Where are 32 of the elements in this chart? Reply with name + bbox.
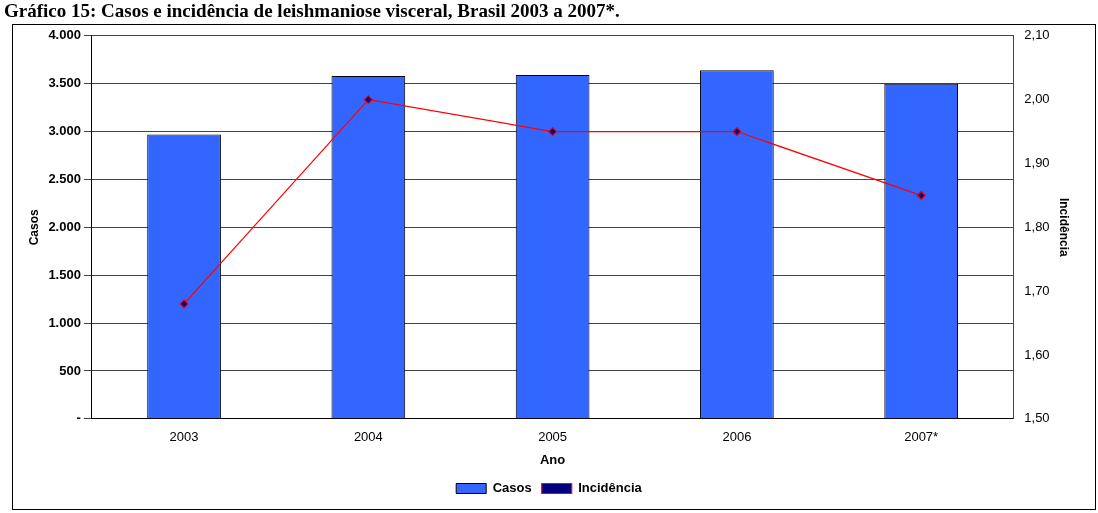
y2-tick-label: 1,60 — [1024, 346, 1050, 362]
y-tick-label: 2.000 — [48, 218, 81, 234]
x-tick-label: 2004 — [353, 429, 383, 445]
legend-label: Incidência — [578, 480, 643, 496]
y-tick-label: 2.500 — [48, 171, 81, 186]
y-tick-label: 500 — [59, 362, 81, 378]
x-tick-label: 2006 — [722, 429, 752, 445]
point — [548, 126, 558, 137]
point — [732, 126, 742, 137]
x-tick-label: 2005 — [538, 429, 568, 445]
y-tick-label: 4.000 — [48, 27, 81, 43]
y-tick-label: 3.500 — [48, 75, 81, 91]
y2-axis-title: Incidência — [1057, 197, 1072, 257]
x-tick-label: 2007* — [904, 429, 939, 445]
y2-tick-label: 1,50 — [1024, 410, 1050, 426]
y-tick-label: 1.500 — [48, 266, 81, 282]
point — [363, 95, 373, 105]
x-axis-title: Ano — [539, 451, 566, 467]
y2-tick-label: 1,80 — [1024, 218, 1050, 234]
y-axis-title: Casos — [26, 208, 41, 246]
point — [916, 190, 926, 200]
y2-tick-label: 1,70 — [1024, 282, 1050, 298]
chart-title: Gráfico 15: Casos e incidência de leishmaniose visceral, Brasil 2003 a 2007*. — [3, 0, 621, 22]
y2-tick-label: 2,10 — [1024, 27, 1050, 43]
y-tick-label: 1.000 — [48, 314, 81, 330]
y-tick-label: - — [76, 410, 81, 426]
legend-label: Casos — [492, 480, 532, 496]
point — [179, 299, 189, 309]
x-tick-label: 2003 — [169, 429, 199, 445]
y2-tick-label: 2,00 — [1024, 91, 1050, 107]
y2-tick-label: 1,90 — [1024, 155, 1050, 171]
y-tick-label: 3.000 — [48, 123, 81, 139]
